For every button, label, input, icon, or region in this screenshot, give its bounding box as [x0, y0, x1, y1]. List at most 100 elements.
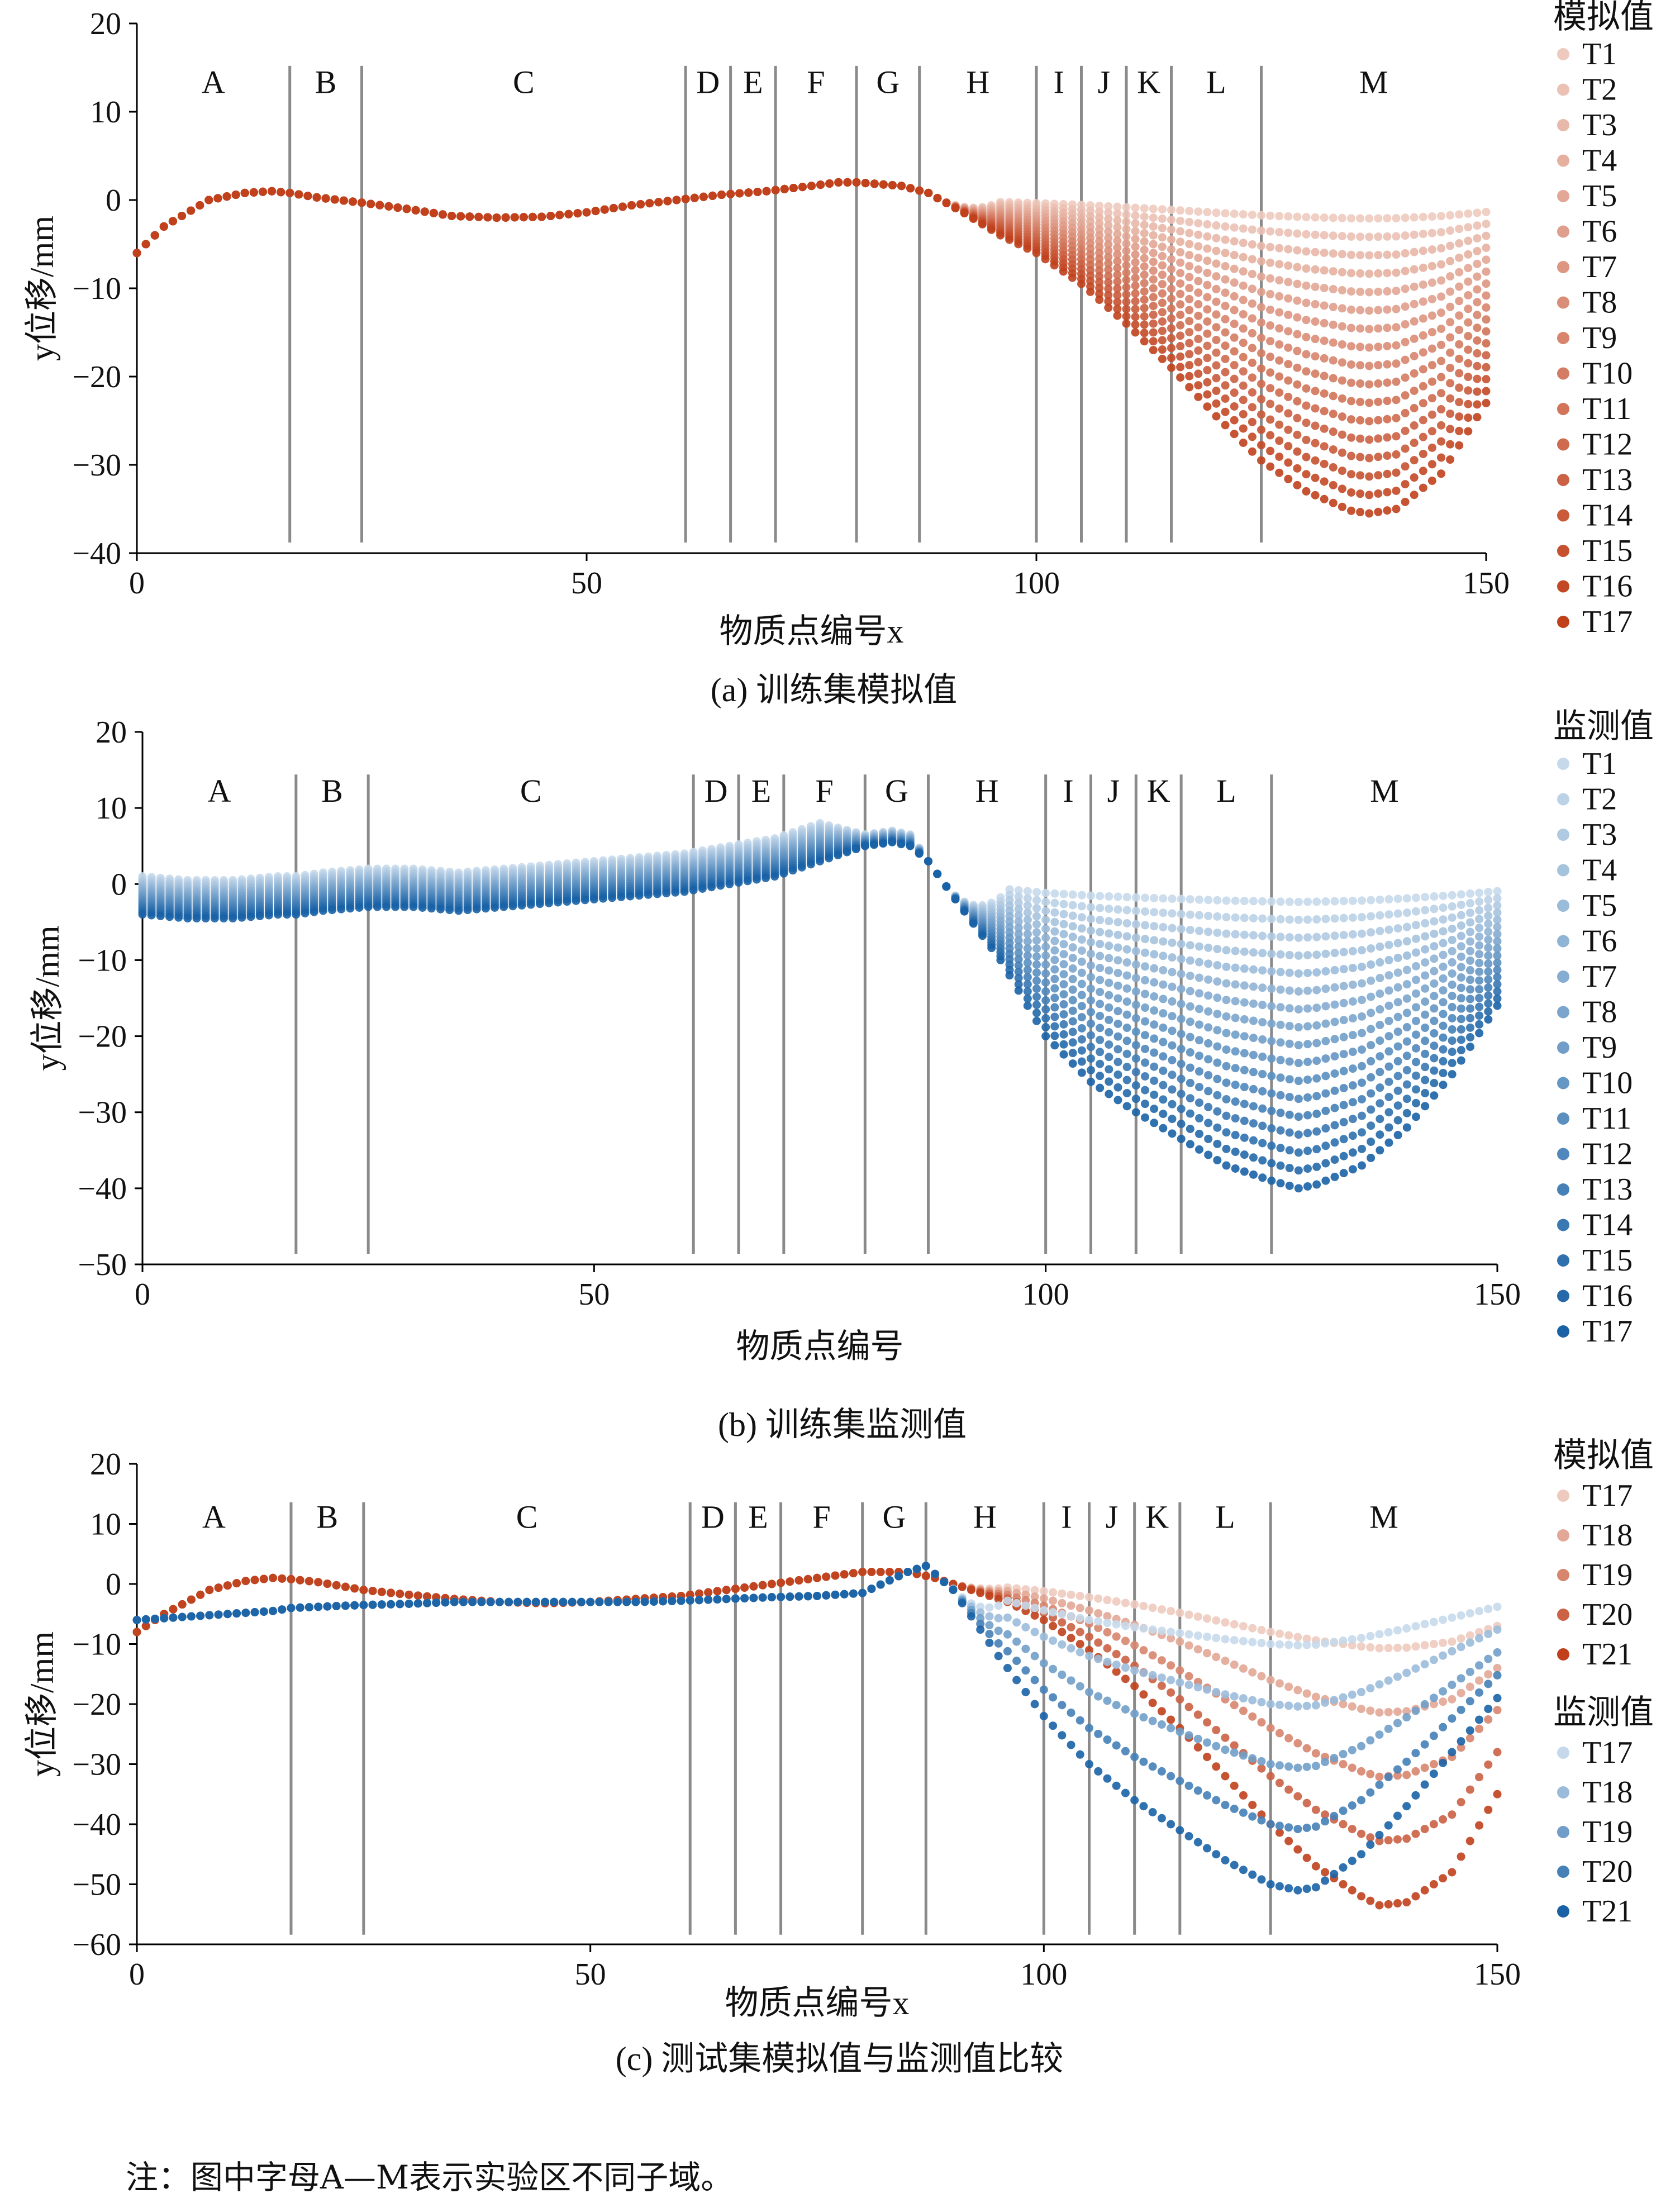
series-T9-point [1286, 1040, 1294, 1048]
series-T16-point [1158, 345, 1167, 354]
series-T14-point [1078, 1035, 1086, 1044]
series-T16-point [1194, 381, 1202, 389]
series-T4-point [1132, 934, 1140, 942]
legend-entry-T3: T3 [1582, 108, 1617, 142]
series-T13-point [1176, 331, 1184, 340]
series-T5-point [1321, 967, 1330, 976]
series-T14-point [1141, 1072, 1149, 1081]
series-T5-point [1437, 277, 1445, 285]
series-T16-point [1302, 470, 1311, 478]
series-T15-point [1302, 453, 1311, 462]
series-T2-point [1286, 915, 1294, 924]
series-T15-point [1367, 1121, 1375, 1130]
series-T10-point [1448, 992, 1457, 1000]
series-T5-point [1320, 284, 1329, 292]
series-T4-point [1286, 951, 1294, 959]
series-T17-point [726, 190, 735, 198]
series-T2-point [1293, 230, 1301, 238]
series-T10-point [1331, 1052, 1339, 1060]
series-T2-point [1428, 229, 1436, 237]
series-T8-point [1321, 1020, 1330, 1028]
series-T15-point [1286, 1146, 1294, 1154]
series-T6-point [1168, 968, 1177, 976]
series-T15-point [1096, 1060, 1104, 1068]
series-T3-point [1482, 232, 1491, 240]
series-T14-point [1266, 415, 1274, 424]
series-T15-point [1430, 1067, 1438, 1075]
series-T2-point [1448, 902, 1457, 911]
series-T2-point [1464, 223, 1472, 231]
series-T2-point [1475, 897, 1483, 906]
series-T4-point [1356, 269, 1364, 278]
series-T13-point [1394, 1072, 1402, 1080]
series-T8-point [1293, 330, 1301, 339]
series-T8-point [1410, 335, 1419, 343]
series-T16-point [1203, 390, 1211, 398]
series-T8-point [1114, 982, 1122, 990]
series-T7-point [1150, 978, 1158, 987]
series-T4-point [1311, 265, 1320, 274]
zone-label-D: D [705, 773, 728, 809]
series-T17-point [699, 193, 708, 201]
series-T12-point [1428, 394, 1436, 402]
series-T5-point [1303, 969, 1312, 977]
series-T8-point [1222, 1012, 1231, 1021]
series-T14-point [1114, 1058, 1122, 1066]
series-T15-point [1240, 1134, 1249, 1142]
series-T8-point [1356, 342, 1364, 351]
series-T17-point [1086, 288, 1094, 296]
legend-marker [1557, 48, 1569, 60]
series-T1-point [1312, 897, 1321, 906]
series-T7-point [1257, 303, 1265, 311]
series-T8-point [1421, 984, 1429, 993]
series-T3-point [1428, 245, 1436, 254]
series-T14-point [1069, 1027, 1077, 1036]
series-T2-point [1032, 896, 1041, 905]
series-T7-point [1167, 265, 1175, 273]
series-T14-point [1394, 1087, 1402, 1095]
series-T13-point [1475, 994, 1483, 1002]
series-T2-point [1437, 228, 1445, 236]
series-T3-point [1212, 234, 1221, 242]
series-T13-point [1430, 1041, 1438, 1050]
series-T12-point [1167, 314, 1175, 322]
series-T3-point [1302, 248, 1311, 256]
series-T11-point [1403, 1038, 1411, 1046]
series-T8-point [1493, 937, 1502, 945]
series-T17-point [1455, 441, 1463, 450]
series-T14-point [1293, 431, 1301, 439]
series-T4-point [1266, 259, 1274, 267]
series-T12-point [1141, 1045, 1149, 1053]
series-T10-point [1231, 1047, 1240, 1055]
series-T11-point [1367, 1057, 1375, 1065]
series-T7-point [1475, 941, 1483, 950]
series-T3-point [1257, 242, 1265, 250]
series-T13-point [1347, 434, 1355, 442]
series-T4-point [1428, 262, 1436, 270]
series-T5-point [1286, 969, 1294, 977]
series-T4-point [1320, 266, 1329, 274]
series-T11-point [1421, 1024, 1429, 1032]
series-T9-point [1096, 988, 1104, 996]
series-T11-point [1213, 1059, 1221, 1067]
series-T17-point [474, 213, 483, 221]
zone-label-E: E [743, 64, 763, 100]
series-T17-point [862, 179, 870, 187]
series-T2-point [1123, 906, 1131, 915]
legend-entry-T6: T6 [1582, 215, 1617, 249]
series-T17-point [1158, 355, 1167, 363]
series-T1-point [1087, 892, 1095, 900]
series-T4-point [1060, 920, 1068, 929]
series-T7-point [1122, 247, 1131, 255]
series-T9-point [1392, 359, 1401, 368]
series-T12-point [1203, 341, 1211, 350]
series-T15-point [1203, 378, 1211, 387]
series-T4-point [1464, 250, 1472, 259]
series-T1-point [1455, 210, 1463, 218]
series-T13-point [1060, 1010, 1068, 1019]
series-T1-point [1356, 214, 1364, 222]
series-T9-point [1277, 1038, 1285, 1046]
series-T9-point [1294, 1041, 1303, 1049]
series-T1-point [1176, 206, 1184, 215]
series-T15-point [1087, 1054, 1095, 1063]
